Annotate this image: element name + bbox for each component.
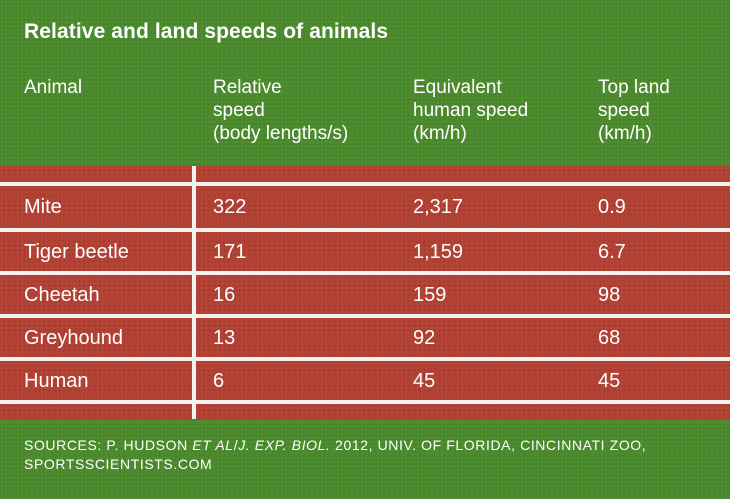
sources-rest: 2012, UNIV. OF FLORIDA, CINCINNATI ZOO, … [24, 437, 647, 472]
sources-prefix: SOURCES: P. HUDSON [24, 437, 193, 453]
chart-title: Relative and land speeds of animals [24, 20, 389, 43]
cell-equivalent-human-speed: 159 [413, 283, 447, 306]
lane-line [0, 271, 730, 275]
lane-line [0, 228, 730, 232]
cell-top-land-speed: 0.9 [598, 196, 626, 218]
column-divider-line [192, 166, 196, 419]
sources-journal: J. EXP. BIOL. [238, 437, 331, 453]
cell-equivalent-human-speed: 45 [413, 369, 436, 392]
sources-etal: ET AL [192, 437, 234, 453]
cell-equivalent-human-speed: 92 [413, 326, 436, 349]
lane-line [0, 182, 730, 186]
header-top-land-speed: Top land speed (km/h) [598, 77, 670, 144]
cell-relative-speed: 322 [213, 196, 247, 218]
cell-top-land-speed: 6.7 [598, 240, 626, 263]
cell-animal: Human [24, 369, 89, 392]
cell-animal: Mite [24, 196, 62, 218]
cell-relative-speed: 171 [213, 240, 247, 263]
header-relative-speed: Relative speed (body lengths/s) [213, 77, 349, 144]
lane-line [0, 400, 730, 404]
cell-animal: Cheetah [24, 283, 100, 306]
cell-top-land-speed: 68 [598, 326, 621, 349]
running-track-background [0, 166, 730, 419]
cell-top-land-speed: 45 [598, 369, 621, 392]
cell-top-land-speed: 98 [598, 283, 621, 306]
cell-animal: Greyhound [24, 326, 123, 349]
cell-relative-speed: 6 [213, 369, 225, 392]
cell-equivalent-human-speed: 1,159 [413, 240, 464, 263]
cell-animal: Tiger beetle [24, 240, 129, 263]
header-animal: Animal [24, 77, 83, 98]
lane-line [0, 314, 730, 318]
header-equivalent-human-speed: Equivalent human speed (km/h) [413, 77, 529, 144]
sources-slash: / [233, 437, 239, 453]
cell-relative-speed: 16 [213, 283, 236, 306]
lane-line [0, 357, 730, 361]
cell-equivalent-human-speed: 2,317 [413, 196, 464, 218]
cell-relative-speed: 13 [213, 326, 236, 349]
sources-note: SOURCES: P. HUDSON ET AL/J. EXP. BIOL. 2… [24, 436, 714, 474]
